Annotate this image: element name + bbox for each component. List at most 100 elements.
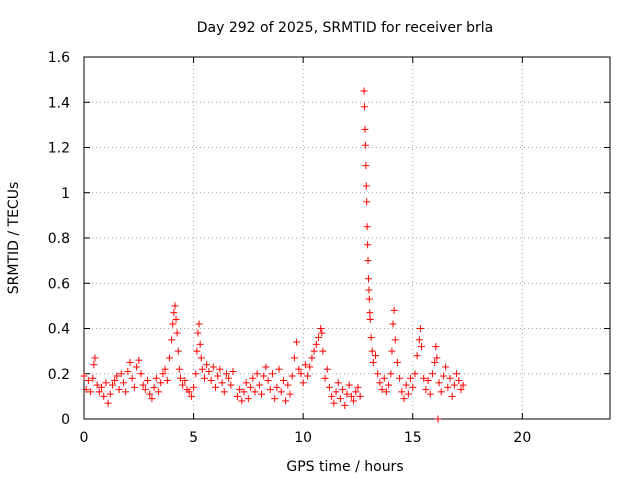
data-point xyxy=(389,320,397,328)
data-point xyxy=(400,395,408,403)
y-tick-label: 0.6 xyxy=(48,276,70,292)
data-point xyxy=(111,377,119,385)
data-point xyxy=(89,374,97,382)
data-point xyxy=(108,381,116,389)
x-tick-label: 0 xyxy=(80,430,89,446)
data-point xyxy=(258,390,266,398)
data-point xyxy=(176,374,184,382)
data-point xyxy=(304,372,312,380)
data-point xyxy=(293,338,301,346)
data-point xyxy=(194,329,202,337)
data-point xyxy=(415,336,423,344)
data-point xyxy=(433,354,441,362)
plot-frame xyxy=(83,56,611,420)
data-point xyxy=(203,361,211,369)
data-point xyxy=(317,325,325,332)
data-point xyxy=(361,141,369,149)
data-point xyxy=(290,354,298,362)
x-tick-label: 10 xyxy=(294,430,312,446)
data-point xyxy=(363,223,371,231)
data-point xyxy=(165,354,173,362)
x-tick-label: 20 xyxy=(513,430,531,446)
data-point xyxy=(347,392,355,400)
data-point xyxy=(390,306,398,314)
data-point xyxy=(119,379,127,387)
data-point xyxy=(135,356,143,364)
data-point xyxy=(378,386,386,394)
data-point xyxy=(152,374,160,382)
data-point xyxy=(244,395,252,403)
x-axis-label: GPS time / hours xyxy=(286,459,403,475)
data-point xyxy=(315,334,323,342)
data-point xyxy=(181,377,189,385)
y-tick-label: 0.8 xyxy=(48,231,70,247)
data-point xyxy=(413,352,421,360)
data-point xyxy=(382,388,390,396)
data-point xyxy=(356,392,364,400)
y-tick-label: 1.6 xyxy=(48,50,70,66)
data-point xyxy=(163,377,171,385)
data-point xyxy=(277,388,285,396)
data-point xyxy=(222,370,230,378)
data-point xyxy=(385,381,393,389)
data-point xyxy=(323,365,331,373)
data-point xyxy=(84,377,92,385)
data-point xyxy=(253,370,261,378)
data-point xyxy=(396,374,404,382)
data-point xyxy=(93,381,101,389)
data-point xyxy=(249,374,257,382)
data-point xyxy=(407,374,415,382)
data-point xyxy=(150,383,158,391)
data-point xyxy=(393,358,401,366)
data-point xyxy=(374,370,382,378)
data-point xyxy=(341,401,349,409)
data-point xyxy=(365,286,373,294)
data-point xyxy=(432,343,440,351)
data-point xyxy=(128,374,136,382)
data-point xyxy=(236,386,244,394)
data-point xyxy=(387,370,395,378)
data-point xyxy=(448,392,456,400)
data-point xyxy=(273,383,281,391)
data-point xyxy=(411,370,419,378)
data-point xyxy=(174,347,182,355)
data-point xyxy=(229,367,237,375)
data-point xyxy=(209,363,217,371)
data-point xyxy=(117,370,125,378)
data-point xyxy=(233,392,241,400)
data-point xyxy=(371,352,379,360)
data-point xyxy=(367,334,375,342)
data-point xyxy=(262,363,270,371)
data-point xyxy=(205,367,213,375)
data-point xyxy=(428,370,436,378)
data-point xyxy=(339,386,347,394)
data-point xyxy=(380,374,388,382)
data-point xyxy=(354,383,362,391)
y-tick-label: 0.2 xyxy=(48,367,70,383)
data-point xyxy=(457,386,465,394)
grid-lines xyxy=(84,57,610,419)
data-point xyxy=(418,343,426,351)
data-point xyxy=(218,379,226,387)
data-point xyxy=(299,379,307,387)
data-point xyxy=(192,370,200,378)
data-point xyxy=(286,390,294,398)
data-point xyxy=(90,361,98,369)
data-point xyxy=(402,381,410,389)
data-point xyxy=(365,295,373,303)
data-point xyxy=(325,383,333,391)
data-point xyxy=(198,365,206,373)
data-point xyxy=(95,388,103,396)
data-point xyxy=(306,363,314,371)
data-point xyxy=(115,386,123,394)
data-point xyxy=(207,377,215,385)
data-point xyxy=(179,381,187,389)
data-point xyxy=(102,379,110,387)
data-point xyxy=(422,386,430,394)
data-point xyxy=(295,365,303,373)
data-point xyxy=(201,374,209,382)
data-point xyxy=(343,390,351,398)
y-tick-label: 0.4 xyxy=(48,322,70,338)
data-point xyxy=(122,388,130,396)
